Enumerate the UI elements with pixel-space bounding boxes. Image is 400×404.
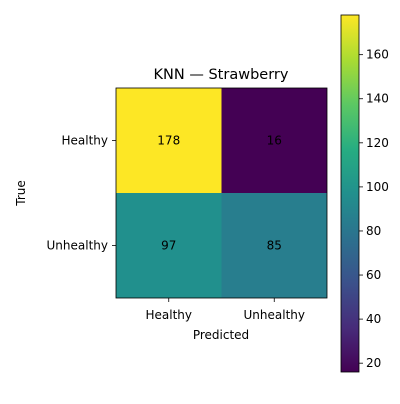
colorbar-tick-label: 120 (366, 136, 389, 150)
heatmap-cells (116, 88, 327, 298)
heatmap-cell (221, 193, 327, 298)
cell-value-label: 16 (267, 134, 282, 148)
heatmap-cell (116, 88, 222, 193)
colorbar-tick-label: 40 (366, 312, 381, 326)
chart-title: KNN — Strawberry (154, 67, 289, 83)
y-axis-ticks: Healthy Unhealthy (47, 134, 116, 253)
y-tick-label: Healthy (61, 134, 108, 148)
cell-value-label: 178 (157, 134, 180, 148)
heatmap-cell (116, 193, 222, 298)
colorbar-tick-label: 160 (366, 48, 389, 62)
colorbar-tick-label: 100 (366, 180, 389, 194)
colorbar (340, 14, 360, 373)
x-tick-label: Healthy (145, 308, 192, 322)
x-tick-label: Unhealthy (244, 308, 305, 322)
colorbar-tick-label: 140 (366, 92, 389, 106)
heatmap-cell (221, 88, 327, 193)
x-axis-ticks: Healthy Unhealthy (145, 298, 305, 322)
cell-value-label: 97 (161, 239, 176, 253)
colorbar-ticks: 20 40 60 80 100 120 140 160 (359, 48, 389, 370)
y-tick-label: Unhealthy (47, 239, 108, 253)
plot-frame (115, 87, 328, 299)
cell-value-label: 85 (267, 239, 282, 253)
x-axis-label: Predicted (193, 328, 249, 342)
y-axis-label: True (14, 180, 28, 207)
colorbar-tick-label: 60 (366, 268, 381, 282)
colorbar-tick-label: 80 (366, 224, 381, 238)
colorbar-tick-label: 20 (366, 356, 381, 370)
cell-value-labels: 178 16 97 85 (157, 134, 282, 253)
